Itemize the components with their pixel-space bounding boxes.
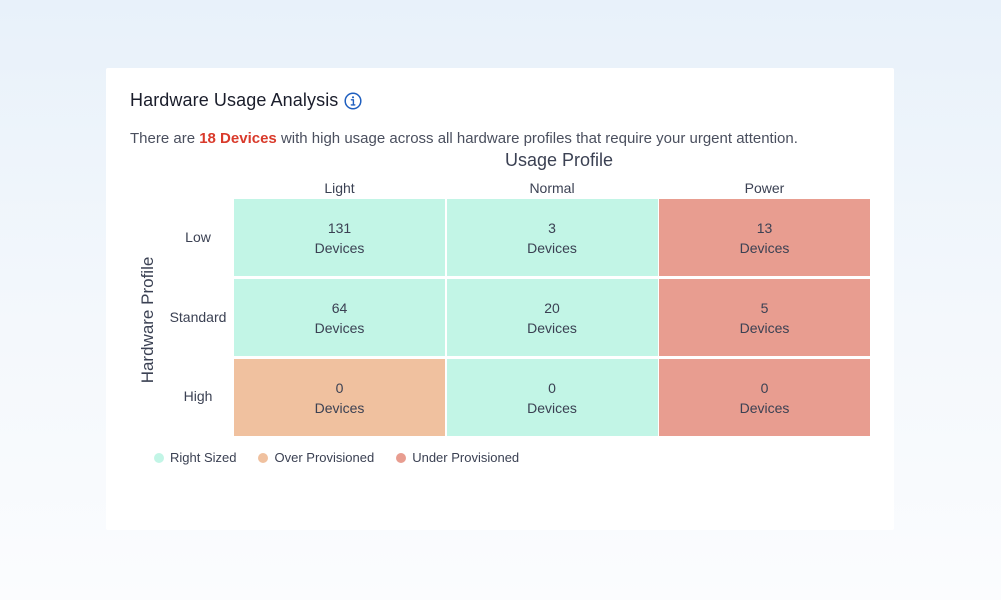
legend-label: Under Provisioned bbox=[412, 450, 520, 465]
hardware-usage-card: Hardware Usage Analysis There are 18 Dev… bbox=[106, 68, 894, 530]
legend-item-right-sized[interactable]: Right Sized bbox=[154, 450, 236, 465]
summary-suffix: with high usage across all hardware prof… bbox=[276, 130, 798, 147]
row-label-high: High bbox=[183, 388, 213, 404]
cell-value: 3 bbox=[548, 219, 556, 236]
cell-unit: Devices bbox=[739, 399, 790, 416]
column-label-power: Power bbox=[744, 180, 785, 196]
cell-unit: Devices bbox=[739, 319, 790, 336]
cell-unit: Devices bbox=[739, 239, 790, 256]
legend-item-under-provisioned[interactable]: Under Provisioned bbox=[396, 450, 519, 465]
legend: Right Sized Over Provisioned Under Provi… bbox=[154, 450, 519, 465]
legend-item-over-provisioned[interactable]: Over Provisioned bbox=[258, 450, 374, 465]
heatmap-cell[interactable]: 0 Devices bbox=[659, 359, 870, 436]
heatmap-cell[interactable]: 0 Devices bbox=[446, 359, 658, 436]
column-label-normal: Normal bbox=[529, 180, 575, 196]
info-icon[interactable] bbox=[344, 91, 362, 110]
card-title: Hardware Usage Analysis bbox=[130, 90, 339, 110]
cell-value: 13 bbox=[756, 219, 773, 236]
y-axis-title: Hardware Profile bbox=[138, 256, 157, 384]
cell-value: 0 bbox=[335, 379, 344, 396]
heatmap-cell[interactable]: 3 Devices bbox=[446, 199, 658, 276]
heatmap-cell[interactable]: 131 Devices bbox=[234, 199, 445, 276]
cell-unit: Devices bbox=[527, 239, 577, 256]
cell-unit: Devices bbox=[314, 399, 365, 416]
cell-value: 0 bbox=[760, 379, 769, 396]
cell-value: 5 bbox=[760, 299, 769, 316]
cell-value: 64 bbox=[331, 299, 348, 316]
legend-swatch bbox=[258, 452, 269, 463]
heatmap-cell[interactable]: 5 Devices bbox=[659, 279, 870, 356]
legend-label: Over Provisioned bbox=[274, 450, 375, 465]
row-label-low: Low bbox=[185, 229, 211, 245]
cell-value: 131 bbox=[327, 219, 352, 236]
legend-swatch bbox=[396, 452, 407, 463]
card-header: Hardware Usage Analysis bbox=[130, 90, 362, 111]
heatmap-cell[interactable]: 13 Devices bbox=[659, 199, 870, 276]
row-label-standard: Standard bbox=[169, 309, 227, 325]
urgent-devices-count[interactable]: 18 Devices bbox=[199, 130, 277, 147]
heatmap-grid: 131 Devices 3 Devices 13 Devices 64 Devi… bbox=[234, 199, 870, 436]
cell-value: 20 bbox=[544, 299, 560, 316]
cell-unit: Devices bbox=[314, 319, 365, 336]
column-label-light: Light bbox=[324, 180, 355, 196]
cell-unit: Devices bbox=[527, 399, 577, 416]
heatmap-cell[interactable]: 0 Devices bbox=[234, 359, 445, 436]
legend-label: Right Sized bbox=[170, 450, 237, 465]
heatmap-cell[interactable]: 20 Devices bbox=[446, 279, 658, 356]
summary-text: There are 18 Devices with high usage acr… bbox=[130, 130, 798, 147]
cell-value: 0 bbox=[548, 379, 556, 396]
cell-unit: Devices bbox=[527, 319, 577, 336]
heatmap-cell[interactable]: 64 Devices bbox=[234, 279, 445, 356]
summary-prefix: There are bbox=[130, 130, 200, 147]
x-axis-title: Usage Profile bbox=[505, 150, 614, 170]
legend-swatch bbox=[154, 452, 164, 463]
cell-unit: Devices bbox=[314, 239, 365, 256]
